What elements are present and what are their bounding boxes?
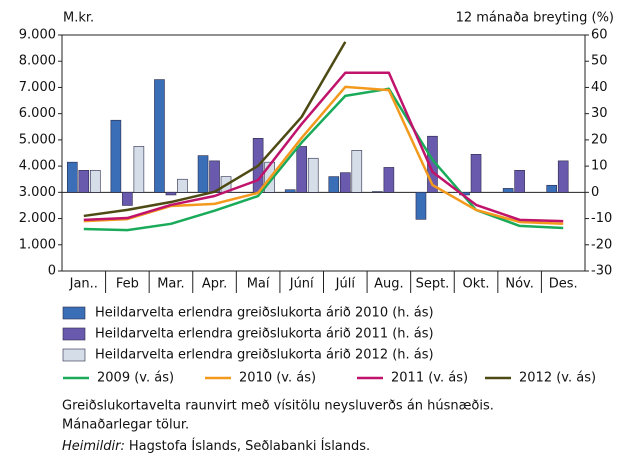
y2-tick-label: -20 [591,237,612,252]
bar [296,146,308,193]
x-tick-label: Júlí [335,277,356,292]
x-tick-label: Apr. [202,277,227,292]
y-tick-label: 4.000 [19,159,56,174]
y2-tick-label: 30 [591,106,608,121]
bar [557,160,569,193]
bar [415,192,427,220]
y-axis-label: M.kr. [63,11,94,26]
bar [470,154,482,193]
x-tick-label: Aug. [374,277,404,292]
y2-tick-label: -10 [591,211,612,226]
x-tick-label: Des. [549,277,578,292]
y2-tick-label: 60 [591,28,608,43]
y-tick-label: 3.000 [19,185,56,200]
bar [154,79,165,193]
y-tick-label: 9.000 [19,28,56,43]
bar [110,119,122,193]
legend-label: Heildarvelta erlendra greiðslukorta árið… [95,327,434,342]
y2-axis-label: 12 mánaða breyting (%) [456,11,614,26]
legend-label: 2009 (v. ás) [97,371,174,386]
bar [122,192,133,206]
y-tick-label: 2.000 [19,211,56,226]
bar [514,170,525,193]
legend-swatch [62,348,86,362]
bar [546,184,558,193]
y2-tick-label: 20 [591,132,608,147]
bar [351,150,363,193]
source-label: Heimildir: [62,439,125,454]
legend-label: 2010 (v. ás) [239,371,316,386]
source: Heimildir: Hagstofa Íslands, Seðlabanki Í… [62,438,370,454]
bar [339,172,351,193]
x-tick-label: Feb [116,277,139,292]
bar [284,189,296,193]
x-tick-label: Nóv. [505,277,534,292]
bar [66,161,78,193]
y2-tick-label: 40 [591,80,608,95]
legend-swatch [62,306,86,320]
note: Mánaðarlegar tölur. [62,418,189,433]
line [83,71,564,223]
bar [133,146,145,193]
x-tick-label: Jan.. [69,277,98,292]
bar [177,178,188,193]
legend-label: 2012 (v. ás) [519,371,596,386]
line [83,41,347,218]
y2-tick-label: -30 [591,264,612,279]
y-tick-label: 8.000 [19,54,56,69]
bar [209,160,220,193]
y-tick-label: 0 [48,264,56,279]
y-tick-label: 7.000 [19,80,56,95]
bar [328,176,340,193]
legend-label: Heildarvelta erlendra greiðslukorta árið… [95,306,434,321]
bar [78,170,90,193]
x-tick-label: Okt. [463,277,490,292]
legend-swatch [62,327,86,341]
y2-tick-label: 10 [591,159,608,174]
y-tick-label: 5.000 [19,132,56,147]
x-tick-label: Maí [247,277,270,292]
bar [502,188,514,193]
y-tick-label: 6.000 [19,106,56,121]
bar [307,157,319,193]
bar [165,192,177,196]
y-tick-label: 1.000 [19,237,56,252]
legend-label: 2011 (v. ás) [391,371,468,386]
bar [89,170,101,193]
x-tick-label: Júní [289,277,314,292]
y2-tick-label: 0 [591,185,599,200]
bar [197,155,209,193]
note: Greiðslukortavelta raunvirt með vísitölu… [62,399,494,414]
y2-tick-label: 50 [591,54,608,69]
legend-label: Heildarvelta erlendra greiðslukorta árið… [95,348,434,363]
source-text: Hagstofa Íslands, Seðlabanki Íslands. [129,438,370,454]
bar [383,167,395,193]
x-tick-label: Sept. [416,277,450,292]
bar [372,191,383,193]
x-tick-label: Mar. [157,277,184,292]
